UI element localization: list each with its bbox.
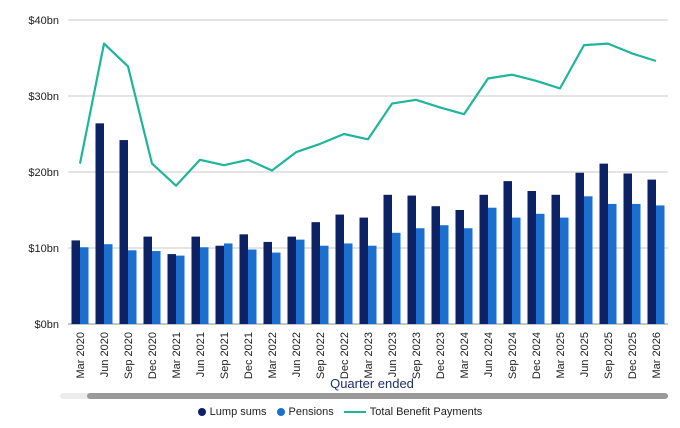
y-axis-ticks: $0bn $10bn $20bn $30bn $40bn [28, 15, 59, 331]
bar-pensions[interactable] [488, 207, 497, 324]
x-tick-label: Jun 2022 [291, 332, 303, 377]
bar-pensions[interactable] [608, 203, 617, 324]
bar-pensions[interactable] [248, 249, 257, 324]
bar-pensions[interactable] [632, 203, 641, 324]
x-tick-label: Mar 2020 [75, 332, 87, 378]
bar-pensions[interactable] [464, 228, 473, 324]
bar-pensions[interactable] [200, 247, 209, 324]
x-tick-label: Dec 2022 [339, 332, 351, 379]
bar-lump-sums[interactable] [551, 194, 561, 324]
bar-lump-sums[interactable] [263, 241, 273, 324]
bar-pensions[interactable] [176, 255, 185, 324]
bar-lump-sums[interactable] [647, 179, 657, 324]
x-tick-label: Mar 2025 [555, 332, 567, 378]
bar-pensions[interactable] [128, 250, 137, 324]
x-tick-label: Mar 2021 [171, 332, 183, 378]
x-tick-label: Jun 2025 [579, 332, 591, 377]
x-tick-label: Sep 2024 [507, 332, 519, 379]
bar-pensions[interactable] [224, 243, 233, 324]
legend-label-pensions: Pensions [288, 406, 334, 418]
x-tick-label: Dec 2020 [147, 332, 159, 379]
bar-lump-sums[interactable] [527, 191, 537, 324]
bar-lump-sums[interactable] [95, 123, 105, 324]
bar-lump-sums[interactable] [119, 140, 129, 324]
x-tick-label: Sep 2020 [123, 332, 135, 379]
x-tick-label: Sep 2023 [411, 332, 423, 379]
bar-lump-sums[interactable] [335, 214, 345, 324]
bar-lump-sums[interactable] [215, 245, 225, 324]
legend-item-total-benefit-payments[interactable]: Total Benefit Payments [343, 406, 483, 418]
bar-pensions[interactable] [104, 244, 113, 324]
bar-lump-sums[interactable] [623, 173, 633, 324]
bar-lump-sums[interactable] [239, 234, 249, 324]
bar-lump-sums[interactable] [503, 181, 513, 324]
x-tick-label: Jun 2024 [483, 332, 495, 377]
x-axis-ticks: Mar 2020 Jun 2020 Sep 2020 Dec 2020 Mar 2021… [75, 332, 663, 379]
bar-lump-sums[interactable] [311, 222, 321, 324]
horizontal-scrollbar-thumb[interactable] [87, 393, 668, 399]
bar-lump-sums[interactable] [167, 254, 177, 324]
y-tick-label: $40bn [28, 15, 59, 27]
bar-pensions[interactable] [512, 217, 521, 324]
legend-label-total-benefit-payments: Total Benefit Payments [369, 406, 483, 418]
bar-lump-sums[interactable] [359, 217, 369, 324]
y-tick-label: $20bn [28, 167, 59, 179]
bar-pensions[interactable] [368, 245, 377, 324]
bar-pensions[interactable] [296, 239, 305, 324]
y-tick-label: $30bn [28, 91, 59, 103]
bar-lump-sums[interactable] [191, 236, 201, 324]
x-tick-label: Dec 2024 [531, 332, 543, 379]
legend-item-pensions[interactable]: Pensions [276, 406, 334, 418]
bar-pensions[interactable] [416, 228, 425, 324]
bars [71, 123, 665, 324]
x-tick-label: Mar 2024 [459, 332, 471, 378]
bar-pensions[interactable] [656, 205, 665, 324]
total-line-marker-icon [343, 411, 366, 413]
bar-lump-sums[interactable] [431, 206, 441, 324]
bar-lump-sums[interactable] [407, 195, 417, 324]
bar-pensions[interactable] [272, 252, 281, 324]
bar-lump-sums[interactable] [287, 236, 297, 324]
x-tick-label: Sep 2022 [315, 332, 327, 379]
bar-lump-sums[interactable] [479, 194, 489, 324]
bar-pensions[interactable] [560, 217, 569, 324]
bar-pensions[interactable] [344, 243, 353, 324]
y-tick-label: $10bn [28, 243, 59, 255]
bar-lump-sums[interactable] [455, 210, 465, 324]
bar-pensions[interactable] [80, 247, 89, 324]
bar-lump-sums[interactable] [143, 236, 153, 324]
x-axis-title: Quarter ended [330, 376, 414, 391]
bar-pensions[interactable] [320, 245, 329, 324]
x-tick-label: Mar 2023 [363, 332, 375, 378]
legend-label-lump-sums: Lump sums [209, 406, 267, 418]
bar-pensions[interactable] [584, 196, 593, 324]
bar-lump-sums[interactable] [599, 163, 609, 324]
x-tick-label: Sep 2025 [603, 332, 615, 379]
bar-pensions[interactable] [536, 213, 545, 324]
x-tick-label: Jun 2021 [195, 332, 207, 377]
x-tick-label: Jun 2020 [99, 332, 111, 377]
y-tick-label: $0bn [35, 319, 59, 331]
x-tick-label: Dec 2023 [435, 332, 447, 379]
total-line [78, 42, 657, 187]
line-total-benefit-payments[interactable] [78, 42, 657, 187]
bar-pensions[interactable] [440, 225, 449, 324]
pensions-marker-icon [276, 408, 285, 416]
lump-sums-marker-icon [197, 408, 206, 416]
bar-pensions[interactable] [392, 232, 401, 324]
bar-lump-sums[interactable] [71, 240, 81, 324]
x-tick-label: Dec 2021 [243, 332, 255, 379]
legend-item-lump-sums[interactable]: Lump sums [197, 406, 267, 418]
x-tick-label: Jun 2023 [387, 332, 399, 377]
x-tick-label: Dec 2025 [627, 332, 639, 379]
x-tick-label: Mar 2022 [267, 332, 279, 378]
bar-pensions[interactable] [152, 251, 161, 324]
x-tick-label: Sep 2021 [219, 332, 231, 379]
bar-lump-sums[interactable] [383, 194, 393, 324]
bar-lump-sums[interactable] [575, 172, 585, 324]
legend: Lump sums Pensions Total Benefit Payment… [0, 404, 680, 420]
x-tick-label: Mar 2026 [651, 332, 663, 378]
